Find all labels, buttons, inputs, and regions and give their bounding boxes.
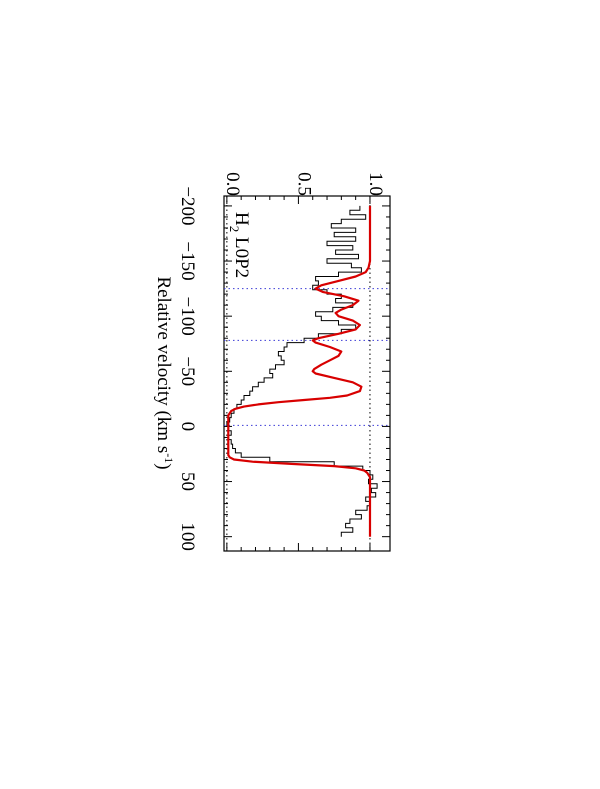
velocity-tick-label: 50 xyxy=(177,472,198,491)
series-group xyxy=(226,205,378,537)
x-axis-title-superscript: -1 xyxy=(162,453,176,463)
flux-tick-label: 0.0 xyxy=(222,172,243,196)
velocity-tick-label: −100 xyxy=(177,297,198,336)
velocity-tick-label: −200 xyxy=(177,186,198,225)
tick-labels: −200 −150 −100 −50 0 50 100 0.0 0.5 1.0 xyxy=(177,172,386,551)
flux-tick-label: 1.0 xyxy=(365,172,386,196)
axis-ticks xyxy=(224,196,390,551)
x-axis-title: Relative velocity (km s-1) xyxy=(153,276,176,469)
velocity-tick-label: −50 xyxy=(177,356,198,386)
model-fit-line xyxy=(227,205,372,537)
velocity-tick-label: −150 xyxy=(177,241,198,280)
velocity-tick-label: 0 xyxy=(177,422,198,432)
line-label: H2 L0P2 xyxy=(227,212,252,278)
plot-frame xyxy=(223,195,391,552)
data-spectrum-line xyxy=(226,205,378,537)
velocity-tick-label: 100 xyxy=(177,522,198,551)
line-label-subscript: 2 xyxy=(227,226,242,233)
flux-tick-label: 0.5 xyxy=(293,172,314,196)
